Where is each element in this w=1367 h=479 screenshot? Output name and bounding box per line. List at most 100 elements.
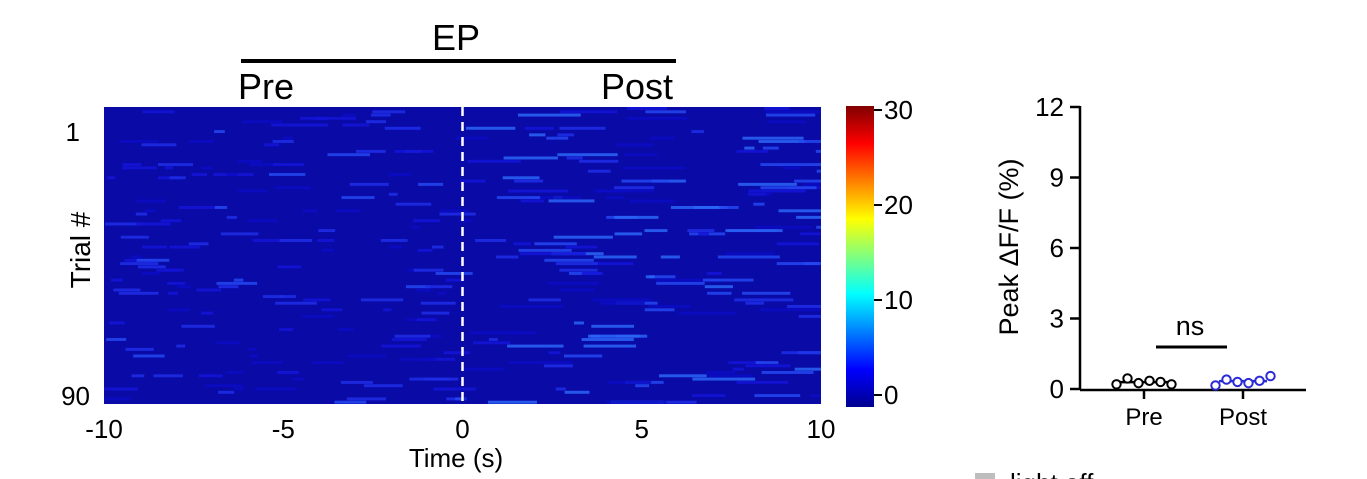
heatmap-cell <box>137 265 166 269</box>
heatmap-cell <box>649 136 675 140</box>
heatmap-cell <box>645 275 655 279</box>
heatmap-cell <box>144 209 156 213</box>
heatmap-cell <box>439 212 476 216</box>
heatmap-cell <box>754 394 801 398</box>
heatmap-cell <box>513 242 532 246</box>
heatmap-cell <box>627 107 667 110</box>
heatmap-cell <box>327 153 370 157</box>
heatmap-cell <box>416 318 436 322</box>
heatmap-cell <box>142 245 167 249</box>
scatter-y-tick-label: 6 <box>1050 233 1064 263</box>
heatmap-cell <box>445 278 464 282</box>
heatmap-cell <box>503 156 558 160</box>
heatmap-cell <box>302 314 334 318</box>
heatmap-cell <box>188 140 214 143</box>
heatmap-cell <box>198 374 223 378</box>
heatmap-cell <box>728 361 763 365</box>
heatmap-cell <box>349 182 389 186</box>
heatmap-cell <box>122 166 157 170</box>
heatmap-cell <box>645 110 686 114</box>
heatmap-cell <box>796 215 821 219</box>
heatmap-cell <box>745 364 791 368</box>
heatmap-cell <box>760 308 821 312</box>
heatmap-cell <box>227 371 244 374</box>
legend-partial: light off <box>975 468 1094 479</box>
heatmap-cell <box>581 338 634 341</box>
heatmap-cell <box>226 173 237 176</box>
scatter-point <box>1265 370 1276 382</box>
heatmap-cell <box>635 384 650 388</box>
heatmap-cell <box>524 126 554 130</box>
heatmap-cell <box>557 133 575 137</box>
y-tick-first-trial: 1 <box>66 117 80 147</box>
heatmap-cell <box>496 196 541 200</box>
heatmap-cell <box>216 281 258 285</box>
heatmap-cell <box>626 116 688 120</box>
heatmap-cell <box>776 242 819 246</box>
heatmap-cell <box>518 113 581 117</box>
heatmap-cell <box>342 123 370 127</box>
heatmap-cell <box>593 255 637 259</box>
heatmap-cell <box>717 255 780 259</box>
heatmap-cell <box>559 268 598 272</box>
heatmap-cell <box>425 285 453 289</box>
heatmap-cell <box>218 390 235 394</box>
heatmap-cell <box>528 298 561 302</box>
heatmap-cell <box>706 272 722 275</box>
heatmap-cell <box>656 281 705 285</box>
heatmap-cell <box>747 192 767 196</box>
heatmap-cell <box>335 209 361 213</box>
heatmap-cell <box>347 354 386 358</box>
heatmap-cell <box>557 153 618 157</box>
heatmap-cell <box>748 189 806 193</box>
heatmap-cell <box>614 186 655 190</box>
heatmap-cell <box>593 189 655 193</box>
heatmap-cell <box>591 262 634 266</box>
heatmap-cell <box>247 219 278 223</box>
heatmap-cell <box>405 285 431 289</box>
heatmap-cell <box>764 107 790 110</box>
heatmap-cell <box>761 371 814 374</box>
heatmap-cell <box>346 397 386 401</box>
heatmap-cell <box>142 110 175 114</box>
heatmap-cell <box>248 347 257 351</box>
heatmap-cell <box>786 305 821 308</box>
heatmap-cell <box>110 278 123 282</box>
heatmap-cell <box>432 245 444 249</box>
heatmap-cell <box>176 344 186 348</box>
heatmap-cell <box>760 163 821 167</box>
heatmap-cell <box>277 371 299 374</box>
heatmap-cell <box>559 288 594 292</box>
heatmap-cell <box>104 397 131 401</box>
heatmap-x-label: Time (s) <box>409 443 503 473</box>
heatmap-cell <box>466 126 516 130</box>
heatmap-cell <box>544 258 594 262</box>
heatmap-cell <box>421 311 450 315</box>
significance-label: ns <box>1176 311 1205 341</box>
heatmap-cell <box>157 176 181 180</box>
heatmap-cell <box>555 387 566 391</box>
heatmap-background <box>104 107 821 404</box>
heatmap-x-ticks: -10 -5 0 5 10 <box>85 414 835 444</box>
heatmap-panel: EP Pre Post 1 90 Trial # -10 -5 0 5 10 Time … <box>61 17 835 473</box>
heatmap-cell <box>388 173 412 176</box>
heatmap-cell <box>302 209 318 213</box>
heatmap-cell <box>654 278 721 282</box>
heatmap-cell <box>109 321 125 325</box>
heatmap-cell <box>338 328 354 332</box>
heatmap-cell <box>391 338 427 341</box>
heatmap-cell <box>592 298 652 302</box>
heatmap-cell <box>464 367 505 371</box>
heatmap-cell <box>153 374 183 378</box>
heatmap-cell <box>606 400 667 404</box>
heatmap-cell <box>188 242 209 246</box>
heatmap-x-tick-label: -10 <box>85 414 123 444</box>
heatmap-cell <box>136 199 166 203</box>
heatmap-cell <box>543 364 573 368</box>
heatmap-cell <box>574 321 584 325</box>
heatmap-cell <box>135 212 148 216</box>
heatmap-cell <box>105 222 143 226</box>
heatmap-cell <box>361 298 404 302</box>
heatmap-cell <box>670 206 723 209</box>
